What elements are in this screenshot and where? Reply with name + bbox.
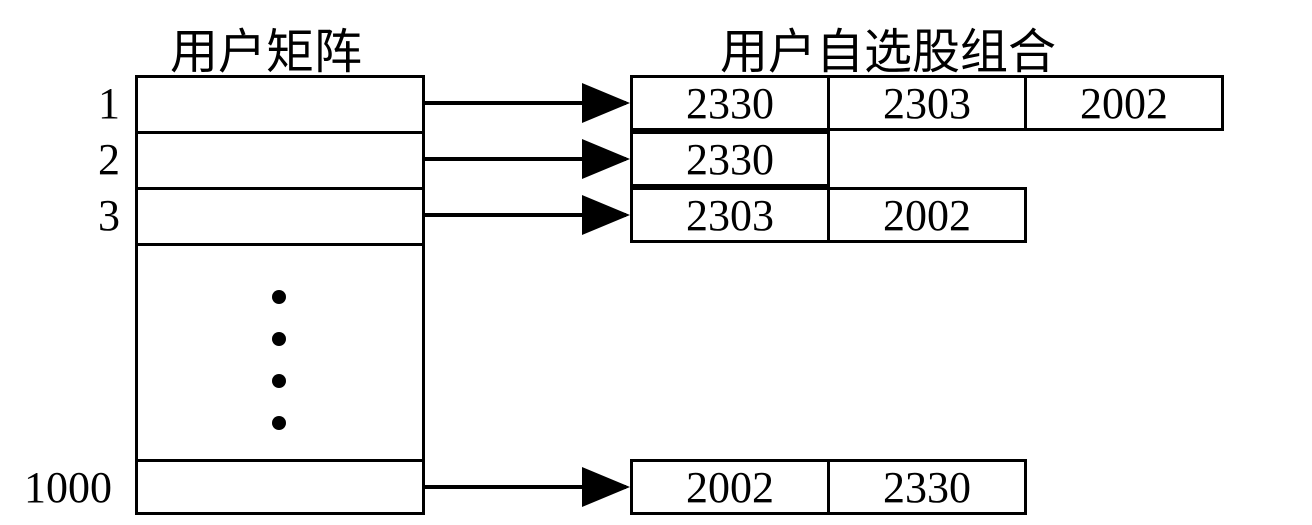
portfolio-cell: 2002 — [827, 187, 1027, 243]
left-title: 用户矩阵 — [170, 12, 362, 82]
matrix-row-label: 3 — [98, 190, 120, 241]
matrix-divider — [135, 131, 425, 134]
vdots-dot — [272, 374, 286, 388]
matrix-row-label: 1000 — [24, 462, 112, 513]
matrix-row-label: 2 — [98, 134, 120, 185]
portfolio-cell: 2330 — [827, 459, 1027, 515]
matrix-row-label: 1 — [98, 78, 120, 129]
diagram-stage: 用户矩阵 用户自选股组合 1 2 3 1000 2330 2303 2002 2… — [0, 0, 1312, 525]
portfolio-cell: 2330 — [630, 131, 830, 187]
matrix-divider — [135, 243, 425, 246]
matrix-divider — [135, 187, 425, 190]
vdots-dot — [272, 332, 286, 346]
portfolio-cell: 2303 — [630, 187, 830, 243]
portfolio-cell: 2303 — [827, 75, 1027, 131]
vdots-dot — [272, 416, 286, 430]
portfolio-cell: 2002 — [630, 459, 830, 515]
right-title: 用户自选股组合 — [720, 12, 1056, 82]
vdots-dot — [272, 290, 286, 304]
matrix-divider — [135, 459, 425, 462]
portfolio-cell: 2002 — [1024, 75, 1224, 131]
portfolio-cell: 2330 — [630, 75, 830, 131]
